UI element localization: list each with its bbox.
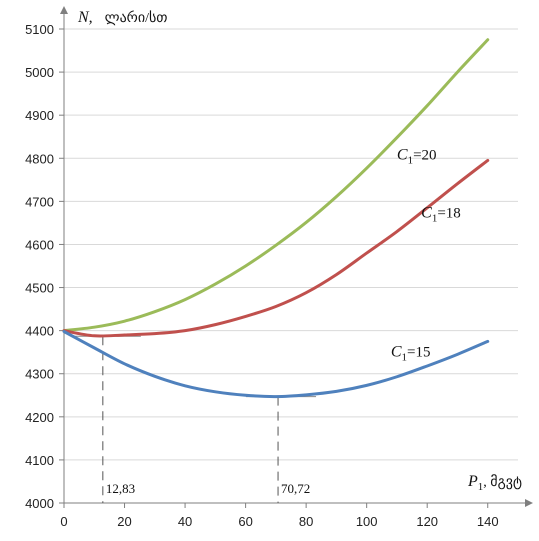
y-tick-4400: 4400 [25, 324, 54, 339]
x-axis-arrow [525, 499, 533, 507]
series-labels: C1=20 C1=18 C1=15 [391, 147, 461, 364]
y-tick-4500: 4500 [25, 281, 54, 296]
y-tick-4900: 4900 [25, 108, 54, 123]
series-line-2 [62, 329, 490, 399]
x-tick-60: 60 [238, 514, 252, 529]
series-label-2: C1=15 [391, 343, 431, 363]
x-tick-100: 100 [356, 514, 378, 529]
y-tick-4200: 4200 [25, 410, 54, 425]
y-tick-5100: 5100 [25, 22, 54, 37]
y-tick-4300: 4300 [25, 367, 54, 382]
y-tick-4600: 4600 [25, 237, 54, 252]
y-tick-5000: 5000 [25, 65, 54, 80]
marker-lines: 12,83 70,72 [70, 335, 317, 503]
y-tick-4700: 4700 [25, 194, 54, 209]
axes [59, 6, 533, 508]
x-tick-120: 120 [416, 514, 438, 529]
x-tick-140: 140 [477, 514, 499, 529]
series-line-1 [62, 158, 490, 338]
marker-label-0: 12,83 [106, 481, 135, 496]
series-label-1: C1=18 [421, 204, 461, 224]
marker-label-1: 70,72 [281, 481, 310, 496]
x-tick-0: 0 [60, 514, 67, 529]
x-axis-label: P1, მგვტ [467, 473, 522, 493]
grid [64, 28, 518, 461]
x-tick-80: 80 [299, 514, 313, 529]
y-axis-arrow [60, 6, 68, 14]
x-tick-20: 20 [117, 514, 131, 529]
series-lines [62, 38, 490, 399]
y-tick-4000: 4000 [25, 496, 54, 511]
x-tick-40: 40 [178, 514, 192, 529]
y-tick-labels: 4000 4100 4200 4300 4400 4500 4600 4700 4800 4900… [25, 22, 54, 511]
series-label-0: C1=20 [397, 147, 437, 167]
y-tick-4800: 4800 [25, 151, 54, 166]
x-tick-labels: 0 20 40 60 80 100 120 140 [60, 514, 498, 529]
y-tick-4100: 4100 [25, 453, 54, 468]
y-axis-label: N, ლარი/სთ [77, 9, 168, 26]
series-line-0 [62, 38, 490, 333]
